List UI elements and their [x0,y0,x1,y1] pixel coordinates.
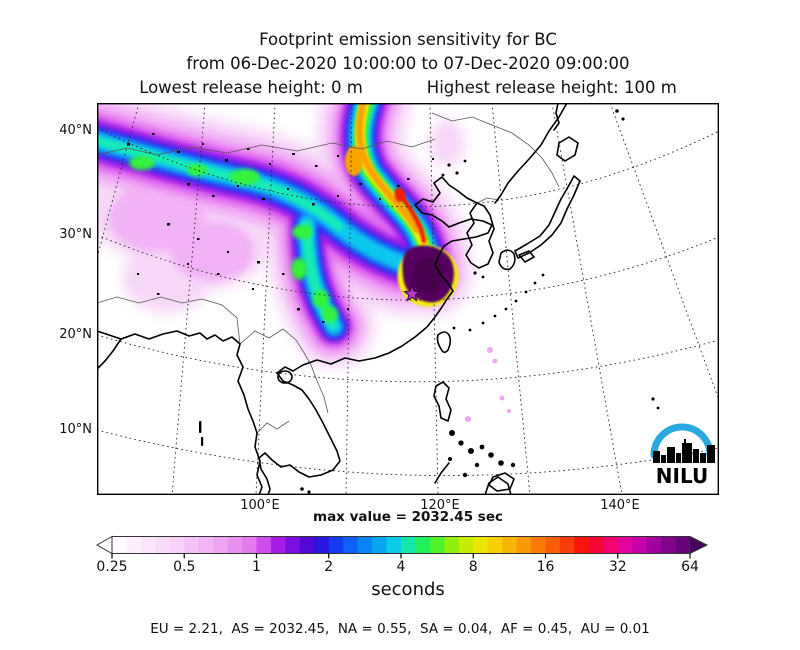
nilu-logo: NILU [650,423,715,488]
lon-tick-140e: 140°E [600,498,640,513]
lat-tick-10n: 10°N [59,422,92,437]
colorbar-tick-label: 0.5 [173,559,196,575]
colorbar-tick-label: 2 [324,559,334,575]
colorbar [95,535,709,559]
colorbar-tick-label: 16 [536,559,555,575]
country-borders [97,112,560,434]
colorbar-tick-label: 64 [681,559,699,575]
chart-subtitle-dates: from 06-Dec-2020 10:00:00 to 07-Dec-2020… [186,54,630,73]
colorbar-segments [112,536,691,554]
lon-tick-120e: 120°E [420,498,460,513]
footprint-map: NILU [97,103,719,495]
chart-title: Footprint emission sensitivity for BC [259,30,557,49]
colorbar-tick-label: 8 [468,559,478,575]
release-height-line: Lowest release height: 0 m Highest relea… [16,78,800,97]
map-frame [97,103,719,495]
graticule [97,103,719,495]
colorbar-unit-label: seconds [371,579,445,600]
nilu-logo-skyline-icon [653,439,715,463]
colorbar-tick-label: 4 [396,559,406,575]
colorbar-tick-label: 32 [608,559,627,575]
nilu-logo-arc-icon [650,423,714,459]
coastlines [97,103,581,495]
highest-release-height-label: Highest release height: 100 m [426,78,677,97]
lowest-release-height-label: Lowest release height: 0 m [139,78,363,97]
colorbar-tick-label: 0.25 [96,559,128,575]
lat-tick-40n: 40°N [59,123,92,138]
nilu-logo-text: NILU [656,464,708,488]
lon-tick-100e: 100°E [240,498,280,513]
max-value-label: max value = 2032.45 sec [313,509,503,525]
lat-tick-30n: 30°N [59,227,92,242]
colorbar-right-arrow [689,535,709,555]
colorbar-ticks [111,553,691,559]
plume-field [97,103,511,422]
small-islands [199,109,660,494]
lat-tick-20n: 20°N [59,327,92,342]
colorbar-left-arrow [95,535,113,555]
release-location-star-marker [403,284,421,302]
colorbar-tick-label: 1 [252,559,261,575]
region-totals-footer: EU = 2.21, AS = 2032.45, NA = 0.55, SA =… [150,621,650,637]
